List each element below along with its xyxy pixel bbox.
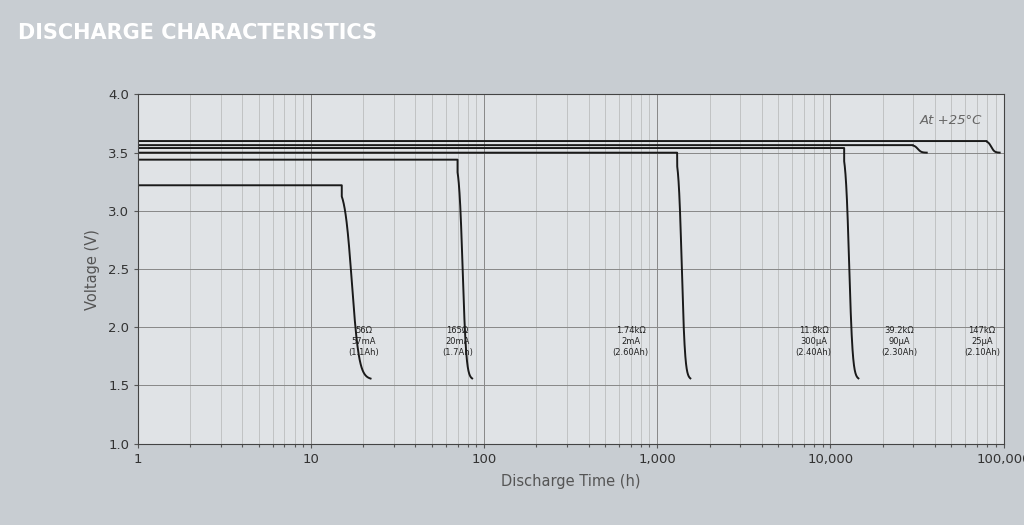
X-axis label: Discharge Time (h): Discharge Time (h) bbox=[501, 474, 641, 489]
Text: 11.8kΩ
300μA
(2.40Ah): 11.8kΩ 300μA (2.40Ah) bbox=[796, 326, 831, 357]
Text: 147kΩ
25μA
(2.10Ah): 147kΩ 25μA (2.10Ah) bbox=[964, 326, 999, 357]
Text: 165Ω
20mA
(1.7Ah): 165Ω 20mA (1.7Ah) bbox=[442, 326, 473, 357]
Text: 56Ω
57mA
(1.1Ah): 56Ω 57mA (1.1Ah) bbox=[348, 326, 379, 357]
Y-axis label: Voltage (V): Voltage (V) bbox=[85, 228, 99, 310]
Text: 1.74kΩ
2mA
(2.60Ah): 1.74kΩ 2mA (2.60Ah) bbox=[612, 326, 648, 357]
Text: DISCHARGE CHARACTERISTICS: DISCHARGE CHARACTERISTICS bbox=[18, 23, 378, 43]
Text: 39.2kΩ
90μA
(2.30Ah): 39.2kΩ 90μA (2.30Ah) bbox=[882, 326, 918, 357]
Text: At +25°C: At +25°C bbox=[920, 114, 982, 127]
